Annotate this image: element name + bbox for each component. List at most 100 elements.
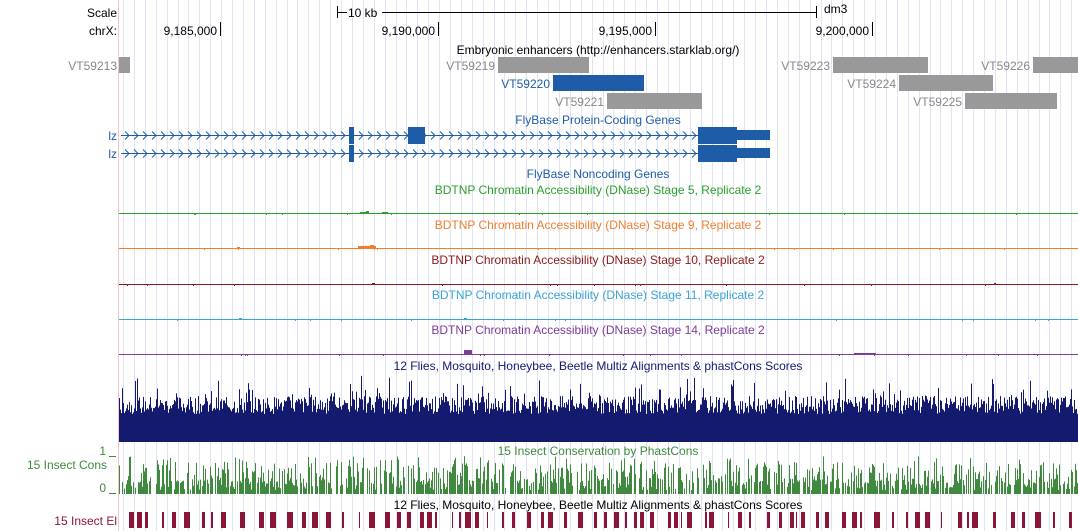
conserved-element-block	[287, 512, 293, 528]
gene-exon[interactable]	[349, 127, 354, 144]
conserved-element-block	[302, 512, 306, 528]
conserved-element-block	[240, 512, 245, 528]
dnase-stage11-peaks	[153, 318, 1049, 321]
conserved-element-block	[925, 512, 930, 528]
enhancer-feature[interactable]	[899, 75, 993, 91]
conserved-element-block	[435, 512, 437, 528]
enhancer-feature[interactable]	[498, 57, 589, 73]
conserved-element-block	[728, 512, 729, 528]
conserved-element-block	[640, 512, 644, 528]
gene-label[interactable]: lz	[108, 129, 117, 143]
dnase-stage11-signal[interactable]	[119, 319, 1078, 320]
conserved-element-block	[541, 512, 544, 528]
conserved-element-block	[548, 512, 553, 528]
dnase-stage14-signal[interactable]	[119, 354, 1078, 355]
enhancer-feature[interactable]	[119, 57, 130, 73]
conserved-element-block	[342, 512, 344, 528]
gene-utr[interactable]	[737, 130, 770, 140]
conserved-element-block	[874, 512, 880, 528]
assembly-label: dm3	[824, 2, 848, 16]
conserved-element-block	[369, 512, 375, 528]
enhancer-feature[interactable]	[965, 93, 1057, 109]
cons-ymax-tick	[109, 456, 116, 457]
ruler-tick-2	[438, 22, 439, 36]
enhancer-feature[interactable]	[607, 93, 702, 109]
conserved-element-block	[594, 512, 597, 528]
dnase-stage9-signal[interactable]	[119, 248, 1078, 249]
protein-coding-track-title: FlyBase Protein-Coding Genes	[515, 113, 681, 127]
conserved-element-block	[779, 512, 782, 528]
cons-phastcons-graph[interactable]	[119, 456, 1078, 494]
conserved-element-block	[852, 512, 857, 528]
conserved-element-block	[668, 512, 671, 528]
conserved-element-block	[674, 512, 678, 528]
conserved-element-block	[892, 512, 894, 528]
ruler-position-3: 9,195,000	[598, 24, 652, 38]
elements-side-label[interactable]: 15 Insect El	[54, 514, 117, 528]
conserved-elements-track[interactable]	[119, 512, 1078, 528]
dnase-stage10-peaks	[127, 283, 996, 286]
conserved-element-block	[312, 512, 318, 528]
ruler-tick-4	[872, 22, 873, 36]
conserved-element-block	[359, 512, 360, 528]
enhancer-feature[interactable]	[553, 75, 644, 91]
gene-label[interactable]: lz	[108, 147, 117, 161]
dnase-stage14-peaks	[201, 350, 1038, 356]
conserved-element-block	[465, 512, 471, 528]
dnase-stage5-signal[interactable]	[119, 213, 1078, 214]
conserved-element-block	[1069, 512, 1072, 528]
gene-exon[interactable]	[698, 145, 737, 162]
conserved-element-block	[749, 512, 751, 528]
gene-utr[interactable]	[737, 148, 770, 158]
conserved-element-block	[842, 512, 846, 528]
conserved-element-block	[1053, 512, 1055, 528]
cons-side-label[interactable]: 15 Insect Cons	[26, 458, 107, 472]
conserved-element-block	[129, 512, 134, 528]
conserved-element-block	[767, 512, 770, 528]
ruler-tick-1	[220, 22, 221, 36]
conserved-element-block	[172, 512, 176, 528]
dnase-stage10-signal[interactable]	[119, 284, 1078, 285]
gene-exon[interactable]	[698, 127, 737, 144]
enhancer-label: VT59223	[781, 59, 830, 73]
conserved-element-block	[502, 512, 504, 528]
scale-bar-right-tick	[816, 6, 817, 18]
multiz-conservation-graph[interactable]	[119, 374, 1078, 442]
conserved-element-block	[860, 512, 862, 528]
conserved-element-block	[385, 512, 390, 528]
conserved-element-block	[634, 512, 637, 528]
conserved-element-block	[790, 512, 794, 528]
conserved-element-block	[709, 512, 714, 528]
conserved-element-block	[650, 512, 654, 528]
enhancer-feature[interactable]	[1033, 57, 1078, 73]
conserved-element-block	[578, 512, 583, 528]
noncoding-track-title: FlyBase Noncoding Genes	[526, 167, 670, 181]
enhancer-label: VT59225	[913, 95, 962, 109]
cons-ymin-tick	[109, 493, 116, 494]
conserved-element-block	[972, 512, 978, 528]
enhancer-feature[interactable]	[833, 57, 928, 73]
strand-direction-arrows	[124, 149, 697, 158]
conserved-element-block	[452, 512, 453, 528]
gene-exon[interactable]	[349, 145, 354, 162]
conserved-element-block	[459, 512, 461, 528]
conserved-element-block	[211, 512, 213, 528]
conserved-element-block	[625, 512, 627, 528]
ruler-position-2: 9,190,000	[381, 24, 435, 38]
ruler-position-4: 9,200,000	[815, 24, 869, 38]
multiz-track-title: 12 Flies, Mosquito, Honeybee, Beetle Mul…	[393, 359, 803, 373]
conserved-element-block	[527, 512, 531, 528]
conserved-element-block	[738, 512, 742, 528]
enhancer-label: VT59226	[981, 59, 1030, 73]
enhancers-track-title: Embryonic enhancers (http://enhancers.st…	[456, 43, 740, 57]
conserved-element-block	[145, 512, 148, 528]
conserved-element-block	[512, 512, 515, 528]
conserved-element-block	[1022, 512, 1025, 528]
strand-direction-arrows	[124, 131, 697, 140]
gene-exon[interactable]	[408, 127, 425, 144]
conserved-element-block	[1011, 512, 1015, 528]
dnase-stage14-title: BDTNP Chromatin Accessibility (DNase) St…	[431, 323, 765, 337]
conserved-element-block	[941, 512, 942, 528]
conserved-element-block	[958, 512, 962, 528]
conserved-element-block	[259, 512, 264, 528]
